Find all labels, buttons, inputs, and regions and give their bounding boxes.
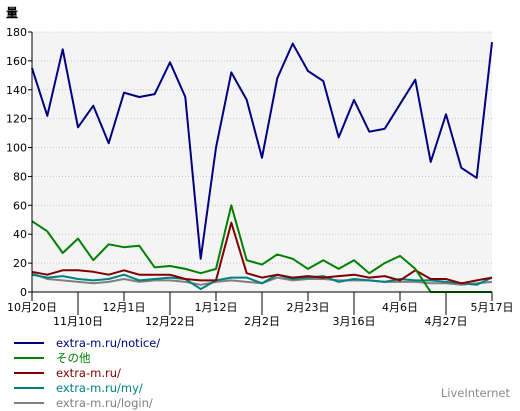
x-tick-label: 12月22日 — [145, 315, 195, 328]
legend-item: extra-m.ru/login/ — [14, 396, 160, 410]
x-tick-label: 5月17日 — [471, 301, 514, 314]
y-tick-label: 140 — [6, 84, 27, 97]
y-tick-label: 20 — [13, 257, 27, 270]
x-axis-ticks: 10月20日 12月1日 1月12日 2月23日 4月6日 5月17日 11月10日 12月2… — [7, 292, 514, 328]
series-line-3 — [31, 273, 493, 291]
legend-swatch — [14, 357, 44, 359]
y-tick-label: 160 — [6, 55, 27, 68]
y-tick-label: 80 — [13, 170, 27, 183]
y-tick-label: 100 — [6, 142, 27, 155]
legend-label: extra-m.ru/login/ — [56, 396, 153, 410]
x-tick-label: 2月23日 — [287, 301, 330, 314]
legend-swatch — [14, 387, 44, 389]
y-tick-label: 0 — [20, 286, 27, 299]
legend-item: その他 — [14, 351, 160, 365]
series-lines — [31, 41, 493, 293]
series-line-0 — [31, 41, 493, 260]
y-axis-ticks: 0 20 40 60 80 100 120 140 160 180 — [6, 26, 32, 299]
y-tick-label: 60 — [13, 199, 27, 212]
y-tick-label: 40 — [13, 228, 27, 241]
legend-label: extra-m.ru/my/ — [56, 381, 143, 395]
y-tick-label: 180 — [6, 26, 27, 39]
x-tick-label: 2月2日 — [244, 315, 280, 328]
legend-swatch — [14, 402, 44, 404]
legend-label: その他 — [56, 351, 91, 365]
legend-item: extra-m.ru/my/ — [14, 381, 160, 395]
x-tick-label: 4月6日 — [382, 301, 418, 314]
legend-label: extra-m.ru/ — [56, 366, 121, 380]
y-tick-label: 120 — [6, 113, 27, 126]
series-line-1 — [31, 204, 492, 293]
x-tick-label: 4月27日 — [425, 315, 468, 328]
legend-item: extra-m.ru/notice/ — [14, 336, 160, 350]
x-tick-label: 11月10日 — [53, 315, 103, 328]
legend: extra-m.ru/notice/その他 extra-m.ru/extra-m.… — [14, 336, 160, 411]
x-tick-label: 12月1日 — [103, 301, 146, 314]
x-tick-label: 3月16日 — [333, 315, 376, 328]
legend-swatch — [14, 342, 44, 344]
x-tick-label: 10月20日 — [7, 301, 57, 314]
y-axis-label: 量 — [6, 6, 18, 20]
legend-item: extra-m.ru/ — [14, 366, 160, 380]
legend-label: extra-m.ru/notice/ — [56, 336, 161, 350]
plot-background — [32, 32, 492, 292]
x-tick-label: 1月12日 — [195, 301, 238, 314]
legend-swatch — [14, 372, 44, 374]
brand-label: LiveInternet — [440, 386, 510, 400]
